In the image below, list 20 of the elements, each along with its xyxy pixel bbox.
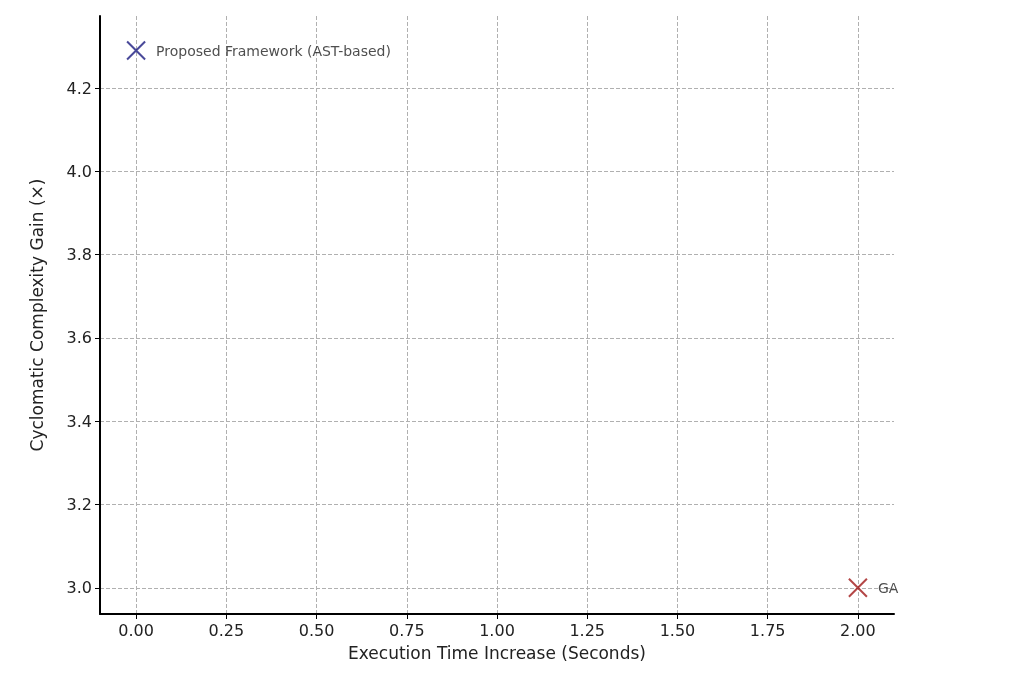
annotation: GA (877, 579, 899, 596)
x-tick-label: 0.25 (208, 620, 245, 640)
annotation: Proposed Framework (AST-based) (156, 42, 391, 59)
x-tick-label: 1.50 (659, 620, 696, 640)
y-tick-label: 3.2 (66, 494, 92, 514)
y-tick-label: 3.6 (66, 328, 92, 348)
y-tick-label: 4.0 (66, 161, 92, 181)
y-tick-label: 4.2 (66, 78, 92, 98)
x-axis-title: Execution Time Increase (Seconds) (348, 642, 646, 663)
y-tick-label: 3.4 (66, 411, 92, 431)
y-tick-label: 3.8 (66, 245, 92, 265)
x-tick-label: 0.75 (388, 620, 425, 640)
y-axis-title: Cyclomatic Complexity Gain (×) (26, 178, 47, 452)
x-tick-label: 1.75 (749, 620, 786, 640)
y-tick-label: 3.0 (66, 578, 92, 598)
x-tick-label: 1.00 (479, 620, 515, 640)
x-tick-label: 0.00 (118, 620, 154, 640)
x-tick-label: 0.50 (298, 620, 335, 640)
x-tick-label: 2.00 (840, 620, 876, 640)
x-tick-label: 1.25 (569, 620, 606, 640)
